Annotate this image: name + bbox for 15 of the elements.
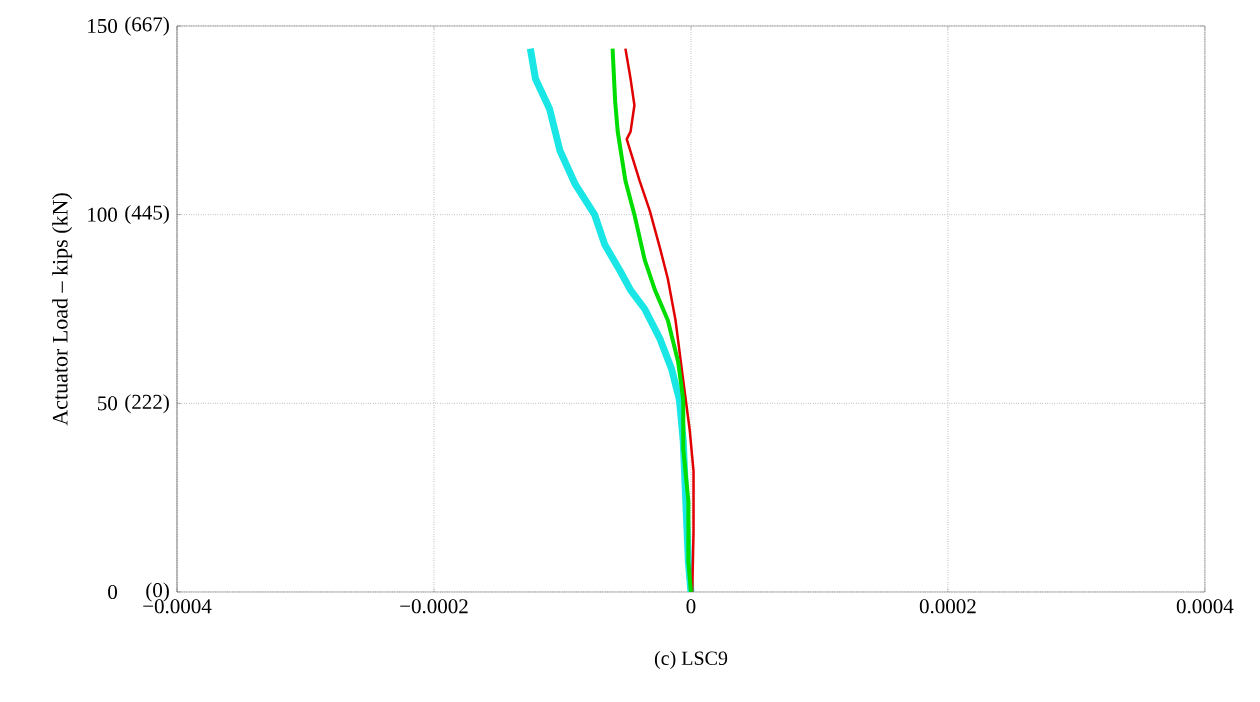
y2-tick-label: (445) <box>125 204 169 224</box>
y-tick-label: 0 <box>108 584 118 600</box>
x-tick-label: 0 <box>686 599 696 614</box>
y2-tick-label: (222) <box>125 394 169 414</box>
x-tick-label: 0.0002 <box>919 599 976 614</box>
y-tick-label: 150 <box>88 18 118 34</box>
y2-tick-label: (667) <box>125 16 169 36</box>
x-tick-label: −0.0002 <box>400 599 468 614</box>
y-axis-title: Actuator Load – kips (kN) <box>52 193 73 426</box>
x-tick-label: 0.0004 <box>1176 599 1234 614</box>
line-series <box>624 47 695 592</box>
line-series <box>610 46 693 592</box>
text: (c) LSC9 <box>654 650 728 670</box>
y-tick-label: 100 <box>88 207 118 222</box>
y-tick-label: 50 <box>98 396 118 411</box>
